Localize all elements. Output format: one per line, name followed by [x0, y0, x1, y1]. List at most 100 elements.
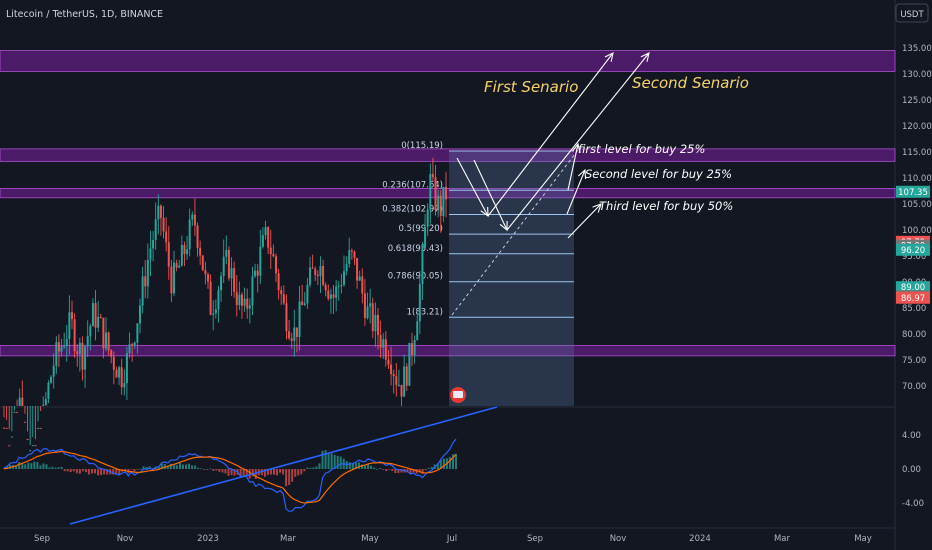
candle-body: [144, 276, 147, 287]
currency-box[interactable]: [895, 3, 929, 23]
time-tick-label: Mar: [280, 534, 297, 544]
candle-body: [353, 251, 356, 258]
candle-body: [34, 445, 37, 447]
candle-body: [3, 427, 5, 429]
candle-body: [295, 327, 298, 337]
candle-body: [377, 314, 379, 336]
scenario-label: Second Senario: [632, 74, 749, 92]
candle-body: [50, 376, 53, 383]
macd-histogram-bar: [15, 465, 18, 469]
candle-body: [112, 356, 115, 370]
fib-box: [449, 151, 574, 406]
macd-histogram-bar: [430, 467, 433, 469]
candle-body: [42, 404, 45, 406]
price-zone: [0, 148, 896, 162]
macd-histogram-bar: [288, 469, 291, 485]
candle-body: [212, 313, 215, 315]
candle-body: [26, 439, 29, 441]
candle-body: [139, 305, 141, 324]
candle-body: [293, 327, 296, 341]
candle-body: [275, 256, 277, 274]
candle-body: [408, 342, 411, 386]
candle-body: [99, 316, 102, 318]
macd-histogram-bar: [363, 465, 366, 469]
candle-body: [413, 340, 416, 355]
macd-histogram-bar: [157, 466, 160, 469]
macd-histogram-bar: [63, 469, 66, 472]
candle-body: [390, 364, 393, 375]
macd-histogram-bar: [233, 469, 236, 476]
fib-level-label: 0.382(102.97): [382, 205, 443, 215]
candle-body: [429, 173, 432, 210]
macd-histogram-bar: [87, 469, 90, 475]
macd-histogram-bar: [212, 469, 215, 471]
candle-body: [165, 231, 168, 243]
candle-body: [269, 247, 272, 255]
candle-body: [445, 186, 447, 200]
macd-histogram-bar: [333, 454, 336, 469]
macd-histogram-bar: [227, 469, 230, 476]
time-tick-label: Sep: [34, 534, 50, 544]
fib-level-label: 0.236(107.64): [382, 180, 443, 190]
price-tag: [896, 291, 930, 304]
candle-body: [159, 205, 162, 218]
macd-histogram-bar: [397, 469, 400, 474]
macd-histogram-bar: [45, 464, 48, 469]
candle-body: [180, 244, 183, 266]
macd-histogram-bar: [339, 456, 342, 469]
candle-body: [358, 276, 361, 281]
candle-body: [94, 303, 97, 328]
macd-histogram-bar: [360, 464, 363, 469]
macd-histogram-bar: [203, 469, 206, 470]
candle-body: [149, 248, 152, 260]
macd-histogram-bar: [66, 469, 69, 472]
macd-histogram-bar: [185, 464, 188, 469]
candle-body: [37, 427, 39, 429]
price-tick-label: 80.00: [902, 330, 926, 340]
candle-body: [188, 219, 191, 250]
candle-body: [131, 344, 134, 346]
fib-level-label: 0.5(99.20): [399, 224, 443, 234]
arrow-level-1-head: [572, 142, 581, 153]
candle-body: [86, 336, 89, 347]
candle-body: [29, 450, 32, 452]
macd-tick-label: 0.00: [902, 465, 921, 475]
candle-body: [272, 254, 275, 257]
candle-body: [235, 291, 238, 306]
macd-histogram-bar: [224, 469, 227, 474]
macd-histogram-bar: [357, 462, 360, 469]
price-zone: [0, 187, 896, 199]
price-tick-label: 70.00: [902, 382, 926, 392]
macd-histogram-bar: [245, 469, 248, 476]
macd-histogram-bar: [130, 469, 133, 470]
macd-histogram-bar: [30, 463, 33, 469]
macd-histogram-bar: [297, 469, 300, 476]
candle-body: [65, 338, 68, 347]
macd-histogram-bar: [324, 450, 327, 469]
candle-body: [214, 309, 217, 314]
macd-histogram-bar: [406, 469, 409, 473]
candle-body: [55, 342, 58, 366]
macd-histogram-bar: [309, 467, 312, 469]
macd-histogram-bar: [239, 469, 242, 478]
macd-histogram-bar: [367, 463, 370, 469]
macd-histogram-bar: [163, 463, 166, 469]
candle-body: [314, 268, 317, 275]
macd-histogram-bar: [385, 469, 388, 472]
fib-level-label: 1(83.21): [407, 307, 443, 317]
time-tick-label: Nov: [610, 534, 627, 544]
macd-histogram-bar: [60, 466, 63, 469]
candle-body: [133, 342, 136, 346]
price-tick-label: 110.00: [902, 174, 932, 184]
macd-histogram-bar: [178, 462, 181, 469]
candle-body: [434, 177, 437, 211]
macd-histogram-bar: [294, 469, 297, 477]
macd-histogram-bar: [106, 469, 109, 475]
candle-body: [227, 250, 230, 279]
price-tag-label: 89.00: [901, 283, 925, 293]
candle-body: [157, 205, 160, 220]
candle-body: [217, 290, 220, 310]
macd-histogram-bar: [139, 468, 142, 470]
